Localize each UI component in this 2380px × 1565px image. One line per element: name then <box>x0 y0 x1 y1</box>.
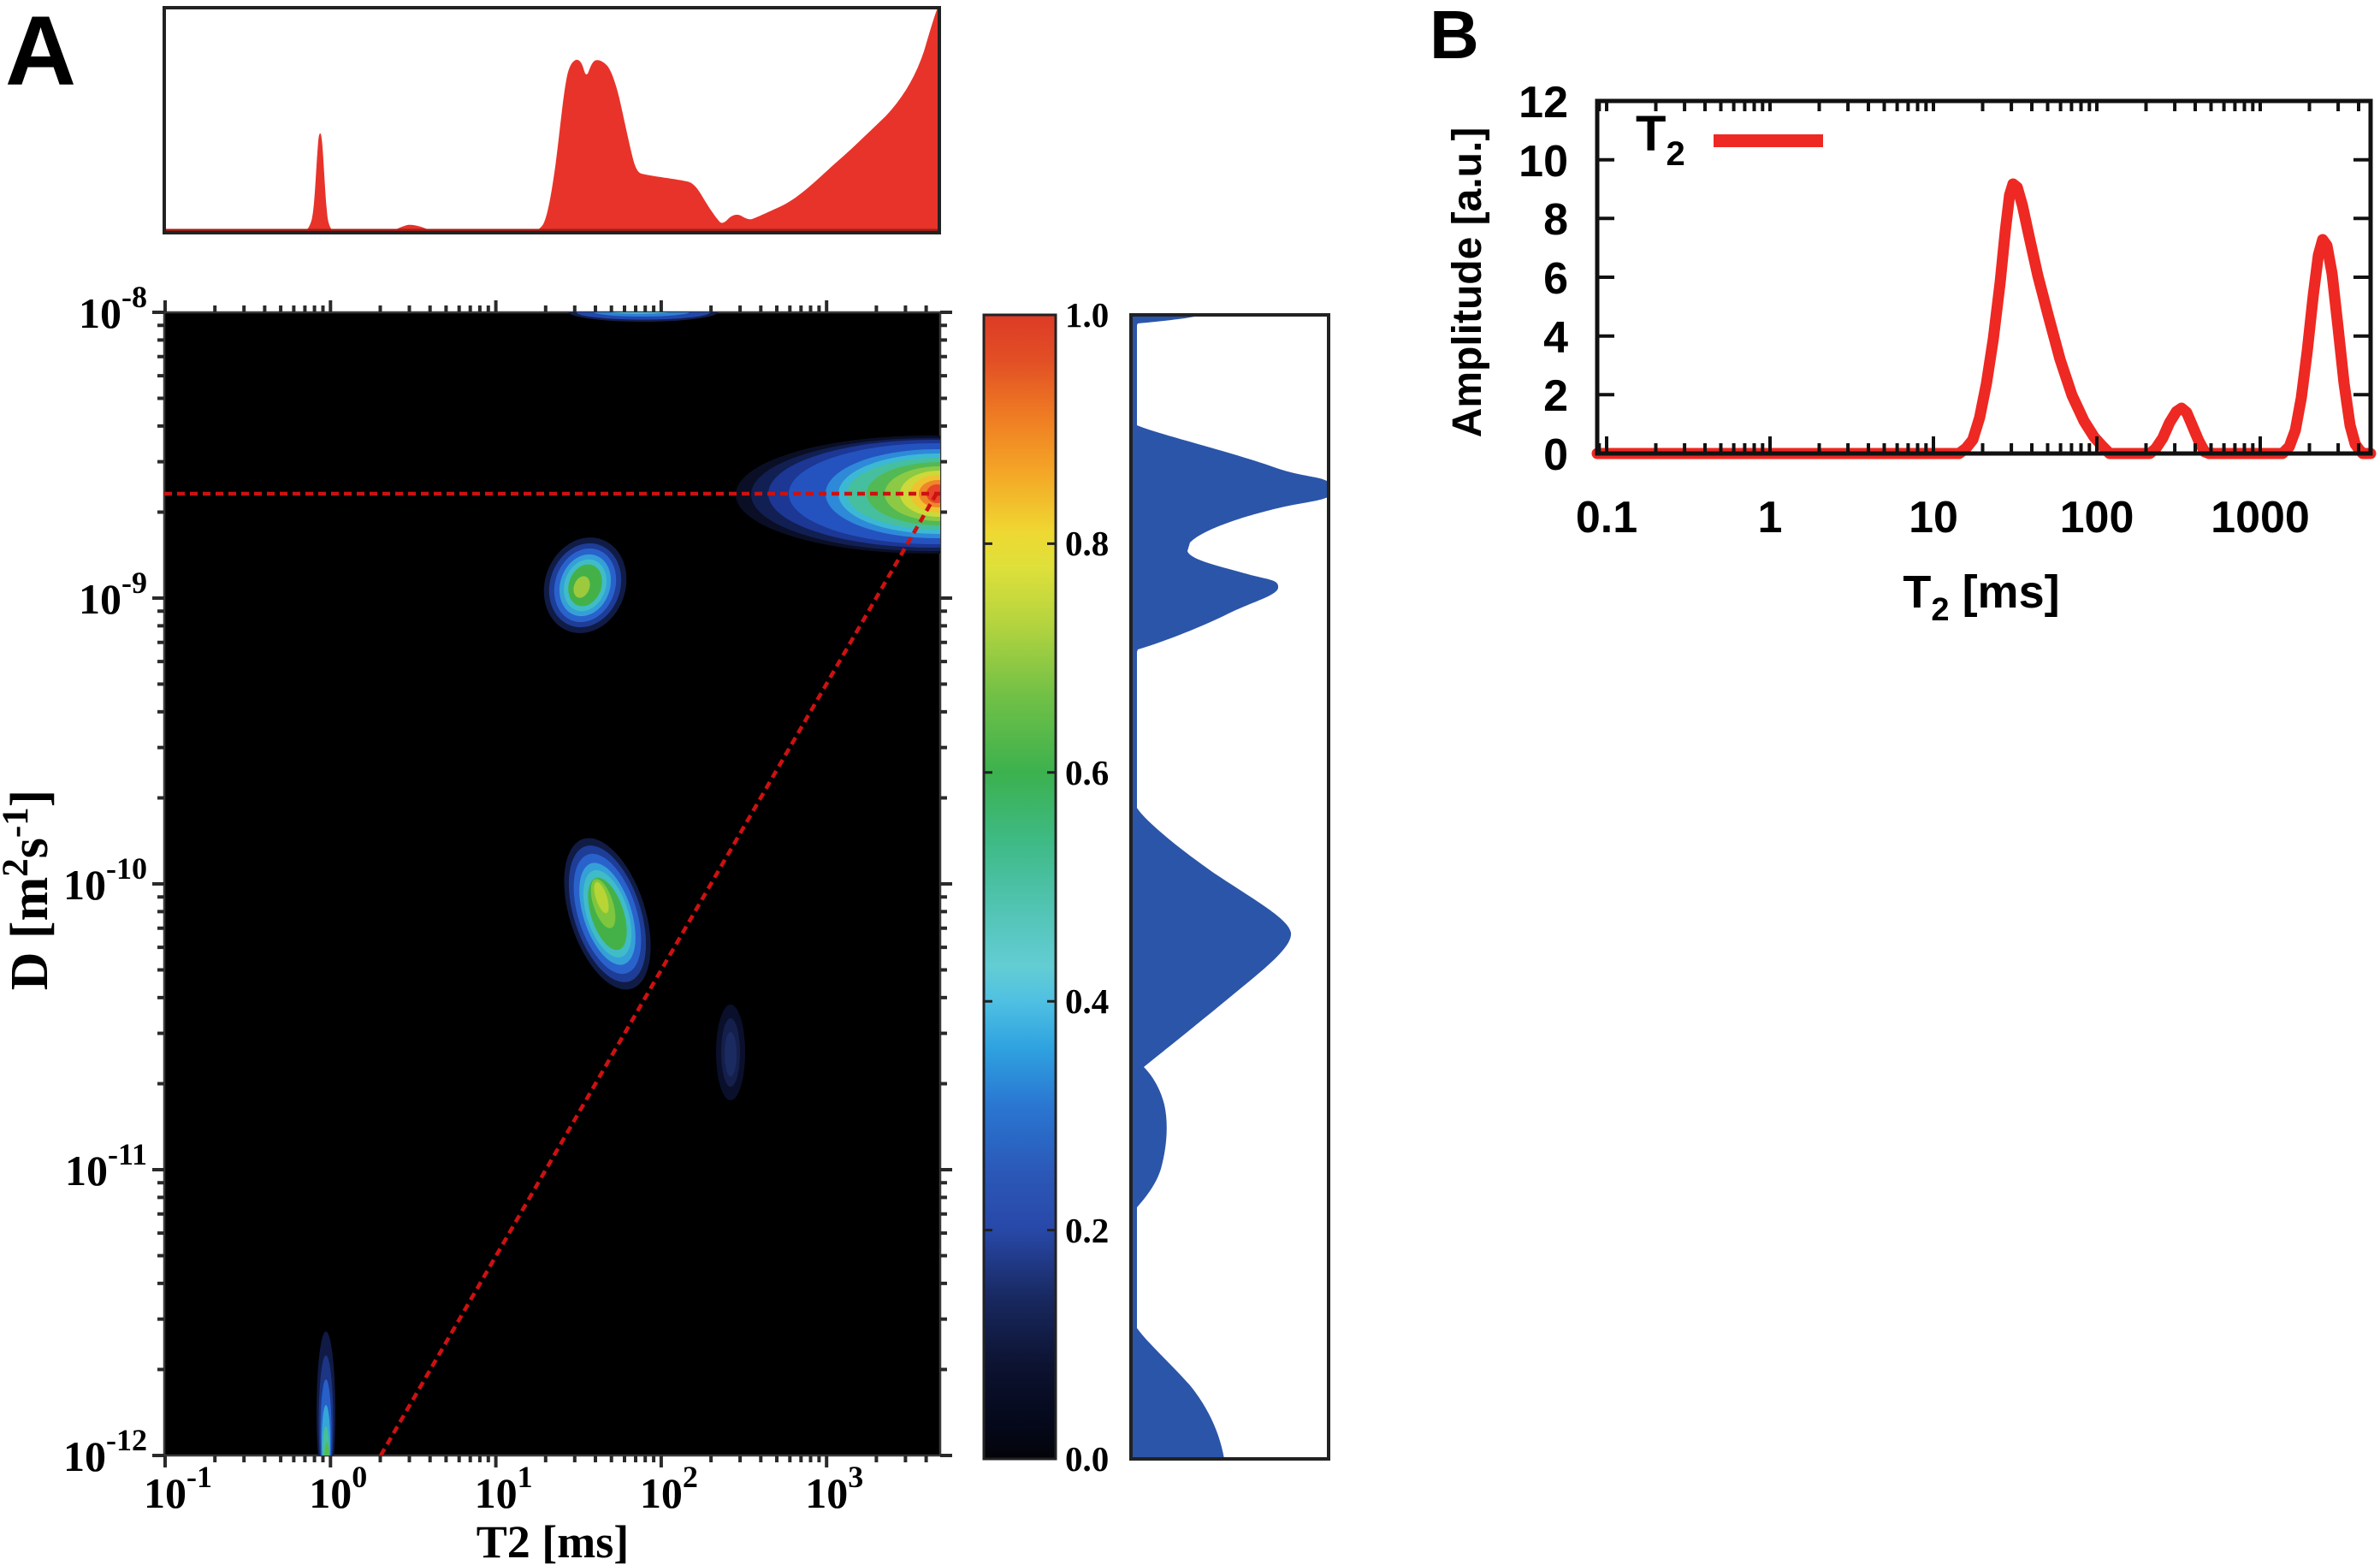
svg-text:12: 12 <box>1519 78 1568 127</box>
svg-text:0.1: 0.1 <box>1576 493 1637 542</box>
svg-text:4: 4 <box>1543 313 1568 363</box>
svg-text:0.2: 0.2 <box>1065 1211 1109 1250</box>
svg-text:2: 2 <box>1543 371 1568 421</box>
svg-text:0.8: 0.8 <box>1065 524 1109 563</box>
svg-text:1000: 1000 <box>2211 493 2310 542</box>
svg-text:1.0: 1.0 <box>1065 295 1109 335</box>
svg-text:Amplitude [a.u.]: Amplitude [a.u.] <box>1445 127 1490 438</box>
svg-text:10: 10 <box>1519 137 1568 187</box>
svg-text:10-1: 10-1 <box>144 1460 212 1517</box>
svg-text:6: 6 <box>1543 254 1568 304</box>
svg-text:T2 [ms]: T2 [ms] <box>477 1516 629 1565</box>
svg-text:1: 1 <box>1758 493 1783 542</box>
svg-text:100: 100 <box>2060 493 2134 542</box>
svg-text:B: B <box>1430 0 1479 73</box>
svg-text:10: 10 <box>1909 493 1958 542</box>
svg-text:0.6: 0.6 <box>1065 753 1109 792</box>
svg-text:0: 0 <box>1543 430 1568 480</box>
svg-text:0.4: 0.4 <box>1065 981 1109 1021</box>
svg-text:0.0: 0.0 <box>1065 1439 1109 1479</box>
svg-text:A: A <box>5 0 76 106</box>
svg-text:102: 102 <box>640 1460 698 1517</box>
svg-text:8: 8 <box>1543 195 1568 245</box>
